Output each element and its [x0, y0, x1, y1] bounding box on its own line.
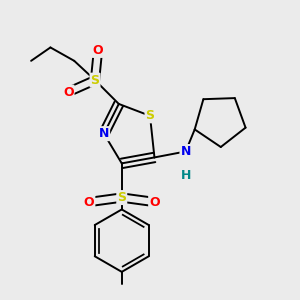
- Text: S: S: [91, 74, 100, 87]
- Text: S: S: [117, 191, 126, 204]
- Text: O: O: [84, 196, 94, 208]
- Text: O: O: [93, 44, 103, 57]
- Text: N: N: [99, 127, 109, 140]
- Text: O: O: [149, 196, 160, 208]
- Text: N: N: [181, 145, 191, 158]
- Text: H: H: [181, 169, 191, 182]
- Text: S: S: [146, 109, 154, 122]
- Text: O: O: [63, 85, 74, 98]
